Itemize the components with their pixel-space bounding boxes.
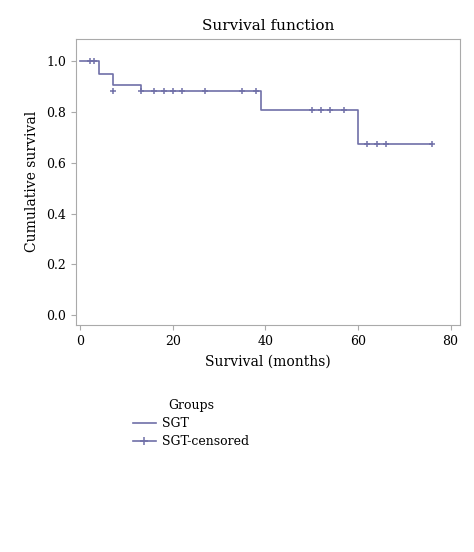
- Legend: SGT, SGT-censored: SGT, SGT-censored: [128, 394, 254, 453]
- Title: Survival function: Survival function: [201, 19, 334, 33]
- X-axis label: Survival (months): Survival (months): [205, 355, 331, 369]
- Y-axis label: Cumulative survival: Cumulative survival: [25, 111, 39, 252]
